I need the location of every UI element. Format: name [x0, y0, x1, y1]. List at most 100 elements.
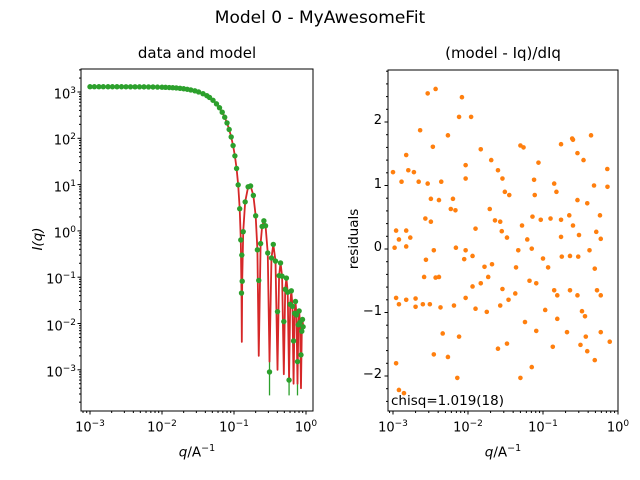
data-point [293, 312, 300, 318]
residual-point [551, 287, 557, 293]
data-point [237, 206, 243, 212]
data-point [87, 84, 93, 90]
residual-point [575, 254, 581, 259]
residual-point [436, 274, 442, 280]
x-tick-label: 10−1 [219, 419, 249, 436]
data-point [252, 213, 259, 219]
data-point [213, 101, 220, 107]
data-point [105, 84, 111, 90]
residual-point [413, 304, 418, 310]
residual-point [403, 244, 409, 249]
data-point [136, 84, 143, 90]
residual-point [463, 295, 468, 301]
residual-point [554, 293, 560, 298]
residual-point [423, 216, 428, 221]
residual-point [578, 342, 583, 348]
residual-point [530, 214, 535, 219]
data-point [300, 324, 306, 330]
data-point [141, 84, 147, 90]
residual-point [403, 297, 409, 303]
residual-point [428, 219, 434, 224]
data-point [289, 303, 296, 310]
residual-point [570, 223, 576, 228]
data-point [242, 199, 248, 205]
residual-point [579, 308, 585, 314]
residual-point [598, 293, 604, 298]
residual-point [519, 223, 525, 228]
residual-point [531, 177, 537, 183]
data-point [100, 84, 106, 90]
y-tick-label: 1 [373, 176, 382, 192]
right-x-axis-label: q/A−1 [484, 443, 522, 461]
residual-point [450, 196, 456, 202]
residual-point [495, 167, 501, 173]
residual-point [461, 256, 467, 262]
data-point [261, 218, 267, 224]
residual-point [463, 176, 468, 181]
residual-point [406, 167, 411, 173]
data-point [281, 318, 287, 325]
residual-point [542, 307, 548, 313]
data-point [222, 114, 228, 120]
residual-point [478, 280, 484, 286]
residual-point [583, 334, 589, 339]
residual-point [431, 352, 437, 357]
data-point [114, 84, 120, 90]
residual-point [575, 197, 580, 203]
data-point [299, 328, 305, 334]
residual-point [492, 218, 498, 223]
residual-point [411, 169, 417, 175]
y-tick-label: 10−3 [46, 363, 76, 381]
data-point [195, 89, 202, 95]
residual-point [454, 375, 460, 381]
data-point [233, 165, 240, 172]
residual-point [504, 341, 510, 346]
residual-point [550, 344, 556, 350]
data-point [91, 84, 98, 90]
residual-point [558, 217, 564, 223]
y-tick-label: −1 [362, 303, 382, 319]
residual-point [403, 152, 409, 158]
residual-point [482, 264, 487, 270]
residual-point [522, 319, 528, 325]
data-point [272, 258, 279, 264]
residual-point [421, 274, 427, 280]
residual-point [527, 278, 532, 284]
residual-point [540, 256, 546, 261]
residual-point [536, 160, 541, 165]
data-point [150, 84, 156, 90]
residual-point [538, 217, 544, 223]
data-point [294, 358, 301, 365]
residual-point [575, 150, 580, 156]
residual-point [440, 331, 446, 336]
residual-point [593, 229, 599, 235]
data-point [235, 182, 241, 188]
data-point [210, 97, 216, 103]
residual-point [584, 200, 590, 206]
residual-point [545, 265, 551, 270]
residual-point [413, 296, 418, 301]
data-point [109, 84, 116, 90]
data-point [145, 84, 152, 90]
data-point [238, 237, 244, 243]
residual-point [497, 303, 503, 308]
data-point [262, 223, 269, 229]
data-point [238, 290, 245, 296]
data-point [265, 250, 271, 256]
data-point [256, 277, 262, 284]
residual-point [438, 305, 443, 310]
residual-point [570, 137, 576, 143]
residual-point [598, 236, 604, 242]
data-point [268, 255, 275, 261]
residual-point [468, 114, 474, 120]
residual-point [416, 179, 421, 184]
y-tick-label: 10−2 [46, 317, 76, 334]
residual-point [445, 133, 451, 138]
residual-point [576, 232, 582, 238]
residual-point [588, 133, 594, 138]
residual-point [581, 157, 586, 163]
data-point [228, 134, 234, 140]
data-point [154, 84, 161, 90]
data-point [188, 87, 194, 93]
